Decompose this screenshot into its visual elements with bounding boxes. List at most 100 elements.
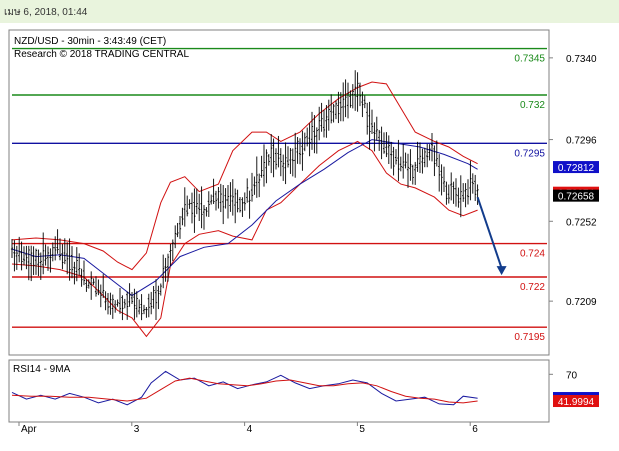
price-bar xyxy=(246,178,249,203)
level-label-0: 0.7345 xyxy=(514,54,545,65)
price-bar xyxy=(176,222,179,238)
price-bar xyxy=(157,285,160,310)
price-bar xyxy=(469,160,472,201)
price-bar xyxy=(370,109,374,134)
price-bar xyxy=(114,300,117,313)
price-bar xyxy=(385,132,388,158)
price-bar xyxy=(346,82,350,119)
price-bar xyxy=(258,173,261,198)
price-bar xyxy=(116,299,119,307)
price-bar xyxy=(226,185,230,219)
price-bar xyxy=(313,115,316,154)
price-bar xyxy=(164,257,167,282)
price-bar xyxy=(337,91,340,124)
x-axis: Apr 3 4 5 6 xyxy=(18,422,478,435)
forecast-arrow-group xyxy=(476,196,507,276)
price-bar xyxy=(464,183,467,208)
price-bar xyxy=(195,188,198,215)
forecast-arrow-shaft xyxy=(476,196,503,269)
price-bar xyxy=(13,240,16,272)
price-bar xyxy=(140,294,143,321)
price-bar xyxy=(178,215,182,239)
price-bar xyxy=(123,298,126,309)
price-bar xyxy=(433,145,436,177)
price-bar xyxy=(102,274,105,299)
price-bar xyxy=(272,138,275,178)
price-bar xyxy=(363,95,366,109)
price-bar xyxy=(466,179,470,205)
price-bar xyxy=(330,94,333,124)
price-bar xyxy=(75,247,78,282)
price-bar xyxy=(301,130,304,171)
price-bar xyxy=(303,132,306,152)
price-bar xyxy=(397,139,400,182)
price-bar xyxy=(34,248,38,275)
price-bar xyxy=(200,186,203,229)
price-bar xyxy=(109,292,112,315)
price-bar xyxy=(198,193,201,221)
price-bar xyxy=(188,199,191,209)
price-bar xyxy=(162,254,165,289)
price-bar xyxy=(462,183,465,202)
price-bar xyxy=(222,185,225,225)
price-tag-label-0: 0.72812 xyxy=(558,163,595,174)
price-bar xyxy=(435,140,438,167)
price-bar xyxy=(42,232,45,275)
price-bar xyxy=(217,187,220,209)
price-bar xyxy=(219,183,222,213)
chart-title: NZD/USD - 30min - 3:43:49 (CET) xyxy=(14,36,166,47)
price-bars-group xyxy=(10,70,479,321)
price-bar xyxy=(152,285,155,309)
price-bar xyxy=(452,181,455,204)
price-bar xyxy=(54,236,57,261)
price-bar xyxy=(169,243,172,267)
price-bar xyxy=(92,278,95,285)
price-tag-2 xyxy=(553,189,599,202)
price-bar xyxy=(171,239,174,262)
timestamp-label: เมษ 6, 2018, 01:44 xyxy=(4,7,88,18)
price-bar xyxy=(202,205,206,230)
price-bar xyxy=(375,116,378,141)
price-bar xyxy=(277,135,280,168)
price-bar xyxy=(174,225,177,249)
price-bar xyxy=(154,279,158,321)
price-bar xyxy=(382,132,386,154)
price-bar xyxy=(10,238,14,258)
price-bar xyxy=(260,155,263,178)
price-bar xyxy=(205,207,208,217)
price-bar xyxy=(138,299,141,315)
price-bar xyxy=(94,276,98,297)
price-bar xyxy=(265,149,268,184)
price-bar xyxy=(354,70,357,111)
price-bar xyxy=(349,90,352,108)
price-bar xyxy=(406,153,410,188)
level-label-2: 0.7295 xyxy=(514,148,545,159)
price-bar xyxy=(15,245,18,270)
price-bar xyxy=(387,135,390,164)
rsi-line xyxy=(11,370,478,406)
price-bar xyxy=(61,244,64,270)
price-bar xyxy=(130,292,134,304)
price-bar xyxy=(327,99,330,131)
x-tick-label-1: 3 xyxy=(134,424,140,435)
price-bar xyxy=(231,179,234,216)
price-bar xyxy=(49,248,52,273)
price-bar xyxy=(418,142,422,173)
price-bar xyxy=(426,143,429,168)
price-bar xyxy=(183,187,186,227)
price-tag-label-2: 0.72658 xyxy=(558,192,595,203)
price-bar xyxy=(63,238,66,265)
rsi-y-axis: 70 xyxy=(549,370,578,381)
price-bar xyxy=(150,291,153,315)
chart-subtitle: Research © 2018 TRADING CENTRAL xyxy=(14,49,189,60)
price-bar xyxy=(58,238,62,261)
forecast-arrow-head xyxy=(496,266,507,276)
price-bar xyxy=(270,134,273,174)
price-bar xyxy=(262,144,266,187)
price-bar xyxy=(18,236,21,263)
price-bar xyxy=(145,306,148,318)
price-bar xyxy=(351,84,354,109)
price-bar xyxy=(238,196,242,213)
price-bar xyxy=(267,154,270,166)
price-bar xyxy=(39,252,42,280)
